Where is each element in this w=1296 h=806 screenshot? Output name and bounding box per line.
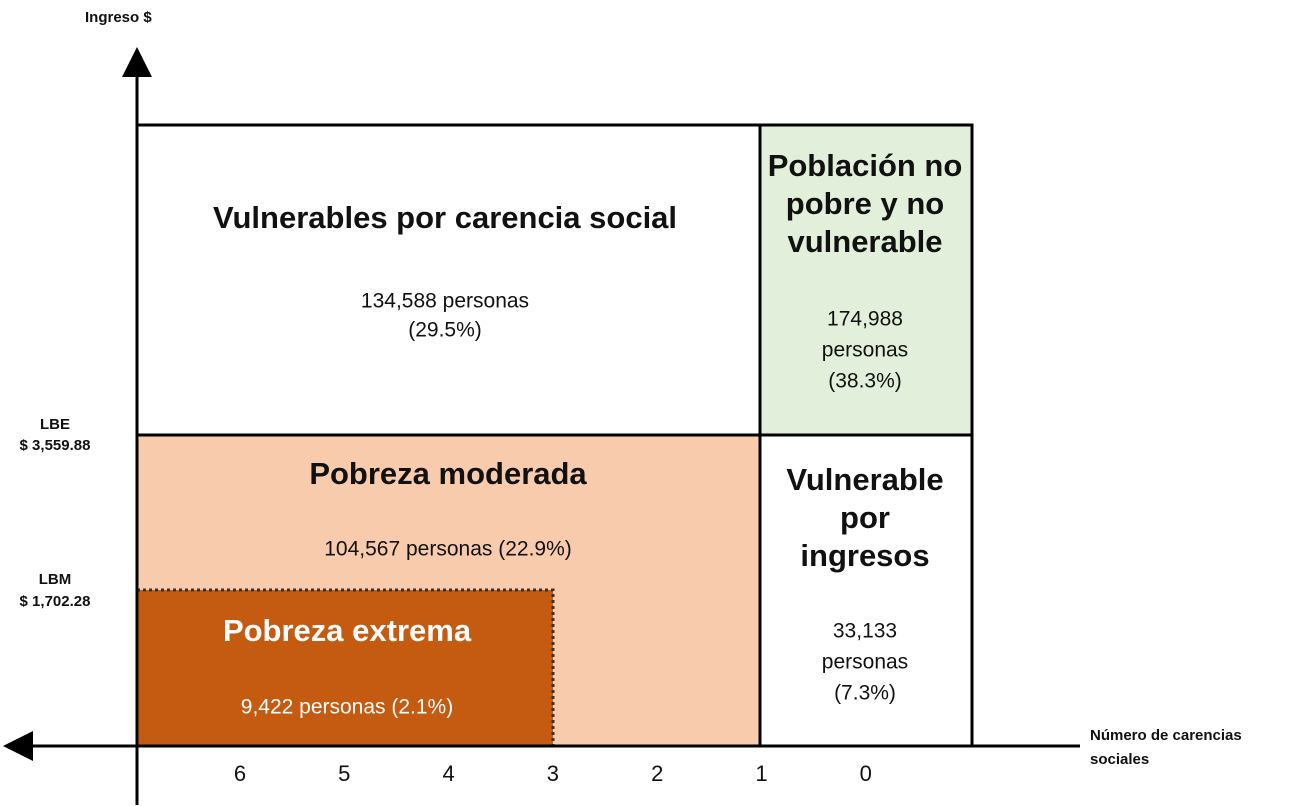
label: 104,567 personas (22.9%) [324, 538, 572, 561]
label: Ingreso $ [85, 9, 152, 26]
label: $ 1,702.28 [20, 593, 91, 610]
label: LBM [39, 571, 72, 588]
label: $ 3,559.88 [20, 437, 91, 454]
label: 5 [338, 761, 350, 786]
region-box [135, 123, 762, 437]
label: 33,133 [833, 620, 897, 643]
label: personas [822, 651, 908, 674]
label: sociales [1090, 751, 1149, 768]
label: (7.3%) [834, 682, 896, 705]
label: pobre y no [786, 186, 944, 221]
label: 6 [234, 761, 246, 786]
label: 174,988 [827, 308, 903, 331]
label: (38.3%) [828, 370, 902, 393]
label: LBE [40, 416, 70, 433]
label: por [840, 500, 890, 535]
label: 0 [860, 761, 872, 786]
label: 2 [651, 761, 663, 786]
label: 1 [755, 761, 767, 786]
region-box [758, 123, 974, 437]
label: vulnerable [787, 224, 942, 259]
labels: Ingreso $ LBE $ 3,559.88 LBM $ 1,702.28 Númer… [20, 9, 1242, 786]
label: 9,422 personas (2.1%) [241, 696, 453, 719]
label: Población no [768, 148, 963, 183]
label: Pobreza moderada [309, 456, 587, 491]
label: Número de carencias [1090, 727, 1242, 744]
label: Vulnerable [786, 462, 943, 497]
label: ingresos [800, 538, 929, 573]
label: 4 [442, 761, 454, 786]
label: (29.5%) [408, 319, 482, 342]
label: 3 [547, 761, 559, 786]
label: Vulnerables por carencia social [213, 200, 677, 235]
label: 134,588 personas [361, 290, 529, 313]
region-box [758, 433, 974, 748]
label: personas [822, 339, 908, 362]
label: Pobreza extrema [223, 613, 472, 648]
